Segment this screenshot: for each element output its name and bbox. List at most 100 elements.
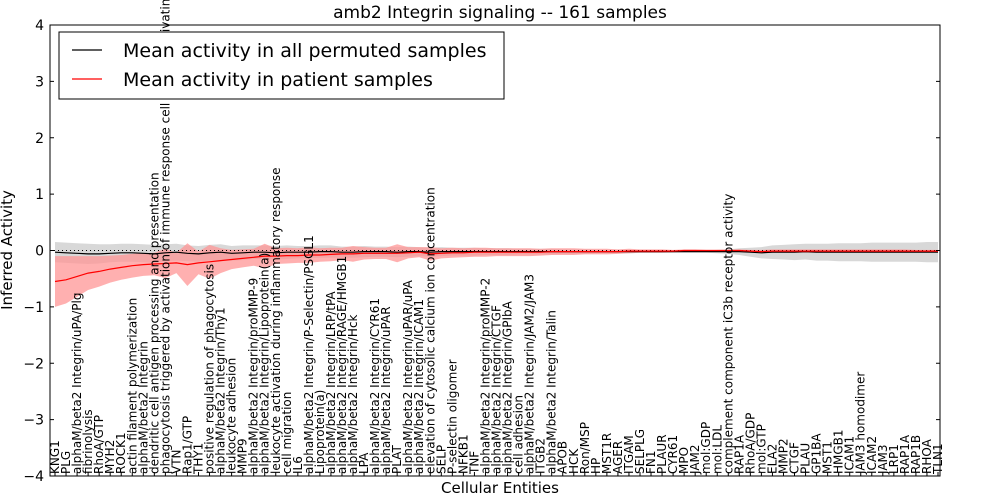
entity-label: ITGB2	[534, 438, 548, 474]
entity-label: Rap1/GTP	[180, 416, 194, 474]
entity-label: RAP1A	[732, 434, 746, 474]
entity-label: Ron/MSP	[578, 422, 592, 474]
entity-label: ICAM1	[843, 436, 857, 474]
entity-label: RhoA/GTP	[92, 415, 106, 474]
entity-label: complement component iC3b receptor activ…	[721, 194, 735, 474]
entity-label: alphaM/beta2 Integrin/uPAR/uPA	[401, 279, 415, 474]
entity-label: APOB	[556, 441, 570, 474]
entity-label: alphaM/beta2 Integrin/Talin	[545, 310, 559, 474]
entity-label: JAM2	[688, 444, 702, 475]
y-tick-label: 0	[35, 244, 44, 260]
entity-label: KNG1	[48, 440, 62, 474]
entity-label: Lipoprotein(a)	[313, 390, 327, 474]
entity-label: HMGB1	[832, 429, 846, 474]
y-tick-label: −3	[23, 413, 44, 429]
entity-label: JAM3 homodimer	[854, 372, 868, 475]
entity-label: MMP9	[236, 438, 250, 474]
entity-label: VTN	[169, 449, 183, 474]
entity-label: alphaM/beta2 Integrin	[136, 341, 150, 474]
entity-label: TLN1	[931, 443, 945, 475]
y-tick-label: −1	[23, 300, 44, 316]
entity-label: alphaM/beta2 Integrin/Hck	[346, 314, 360, 474]
entity-label: alphaM/beta2 Integrin/Thy1	[214, 307, 228, 474]
entity-label: PLAUR	[655, 434, 669, 474]
entity-label: alphaM/beta2 Integrin/uPA/Plg	[70, 293, 84, 474]
entity-label: THY1	[192, 443, 206, 475]
entity-label: elevation of cytosolic calcium ion conce…	[423, 187, 437, 474]
entity-label: HP	[589, 458, 603, 474]
y-tick-label: 2	[35, 131, 44, 147]
entity-label: FN1	[644, 450, 658, 474]
entity-label: alphaM/beta2 Integrin/CTGF	[490, 305, 504, 474]
entity-label: JAM3	[876, 444, 890, 475]
entity-label: RhoA/GDP	[743, 413, 757, 474]
legend-box	[58, 31, 505, 100]
entity-label: MMP2	[777, 438, 791, 474]
entity-label: HCK	[567, 448, 581, 474]
entity-label: P-selectin oligomer	[445, 359, 459, 474]
x-axis-title: Cellular Entities	[441, 479, 559, 497]
entity-label: PLAT	[390, 445, 404, 474]
entity-label: ICAM2	[865, 436, 879, 474]
y-tick-label: −2	[23, 356, 44, 372]
entity-label: PLAU	[799, 443, 813, 474]
entity-label: CTGF	[788, 442, 802, 474]
entity-label: GP1BA	[810, 433, 824, 474]
entity-label: MPO	[677, 447, 691, 474]
entity-label: SELPLG	[633, 429, 647, 474]
legend-label-patient: Mean activity in patient samples	[123, 69, 433, 91]
entity-label: leukocyte adhesion	[225, 358, 239, 474]
entity-label: RAP1B	[909, 435, 923, 474]
entity-label: ELA2	[765, 444, 779, 474]
entity-label: SELP	[434, 445, 448, 474]
entity-label: MST1R	[600, 433, 614, 474]
band-patient	[55, 243, 938, 307]
entity-label: LPA	[357, 452, 371, 474]
entity-label: alphaM/beta2 Integrin/GPIbA	[501, 300, 515, 474]
entity-label: alphaM/beta2 Integrin/ICAM1	[412, 299, 426, 474]
entity-label: mol:GTP	[754, 424, 768, 474]
entity-label: alphaM/beta2 Integrin/Lipoprotein(a)	[258, 253, 272, 474]
entity-label: mol:LDL	[710, 425, 724, 474]
entity-label: actin filament polymerization	[125, 298, 139, 474]
entity-label: alphaM/beta2 Integrin/P-Selectin/PSGL1	[302, 235, 316, 474]
entity-label: positive regulation of phagocytosis	[203, 264, 217, 474]
entity-label: dendritic cell antigen processing and pr…	[147, 172, 161, 474]
entity-label: NFKB1	[456, 434, 470, 474]
entity-label: cell adhesion	[512, 395, 526, 474]
entity-label: alphaM/beta2 Integrin/JAM2/JAM3	[523, 274, 537, 474]
entity-label: ITGAM	[622, 435, 636, 474]
entity-label: MST1	[821, 441, 835, 474]
legend: Mean activity in all permuted samples Me…	[58, 31, 505, 100]
entity-label: alphaM/beta2 Integrin/proMMP-9	[247, 278, 261, 474]
entity-label: RHOA	[920, 438, 934, 474]
entity-label: CYR61	[666, 435, 680, 474]
entity-label: cell migration	[280, 392, 294, 474]
entity-label: alphaM/beta2 Integrin/uPAR	[379, 306, 393, 474]
entity-label: mol:GDP	[699, 422, 713, 474]
legend-label-permuted: Mean activity in all permuted samples	[123, 40, 486, 62]
entity-label: alphaM/beta2 Integrin/LRP/tPA	[324, 291, 338, 474]
entity-label: leukocyte activation during inflammatory…	[269, 167, 283, 474]
entity-label: alphaM/beta2 Integrin/CYR61	[368, 298, 382, 474]
entity-label: RAP1A	[898, 434, 912, 474]
entity-label: fibrinolysis	[81, 409, 95, 474]
entity-label: alphaM/beta2 Integrin/RAGE/HMGB1	[335, 256, 349, 474]
chart-title: amb2 Integrin signaling -- 161 samples	[333, 3, 667, 23]
y-tick-label: 4	[35, 18, 44, 34]
entity-label: MYH2	[103, 440, 117, 474]
entity-label: alphaM/beta2 Integrin/proMMP-2	[479, 278, 493, 474]
line-patient-mean	[54, 249, 938, 283]
entity-label: phagocytosis triggered by activation of …	[158, 0, 172, 474]
entity-label: ROCK1	[114, 432, 128, 474]
y-tick-label: 3	[35, 74, 44, 90]
entity-label: IL6	[291, 456, 305, 474]
entity-label: LRP1	[887, 444, 901, 474]
entity-label: TNF	[467, 451, 481, 475]
y-axis-title: Inferred Activity	[0, 190, 16, 310]
entity-label: AGER	[611, 441, 625, 474]
plot-area	[50, 242, 940, 307]
y-tick-label: 1	[35, 187, 44, 203]
